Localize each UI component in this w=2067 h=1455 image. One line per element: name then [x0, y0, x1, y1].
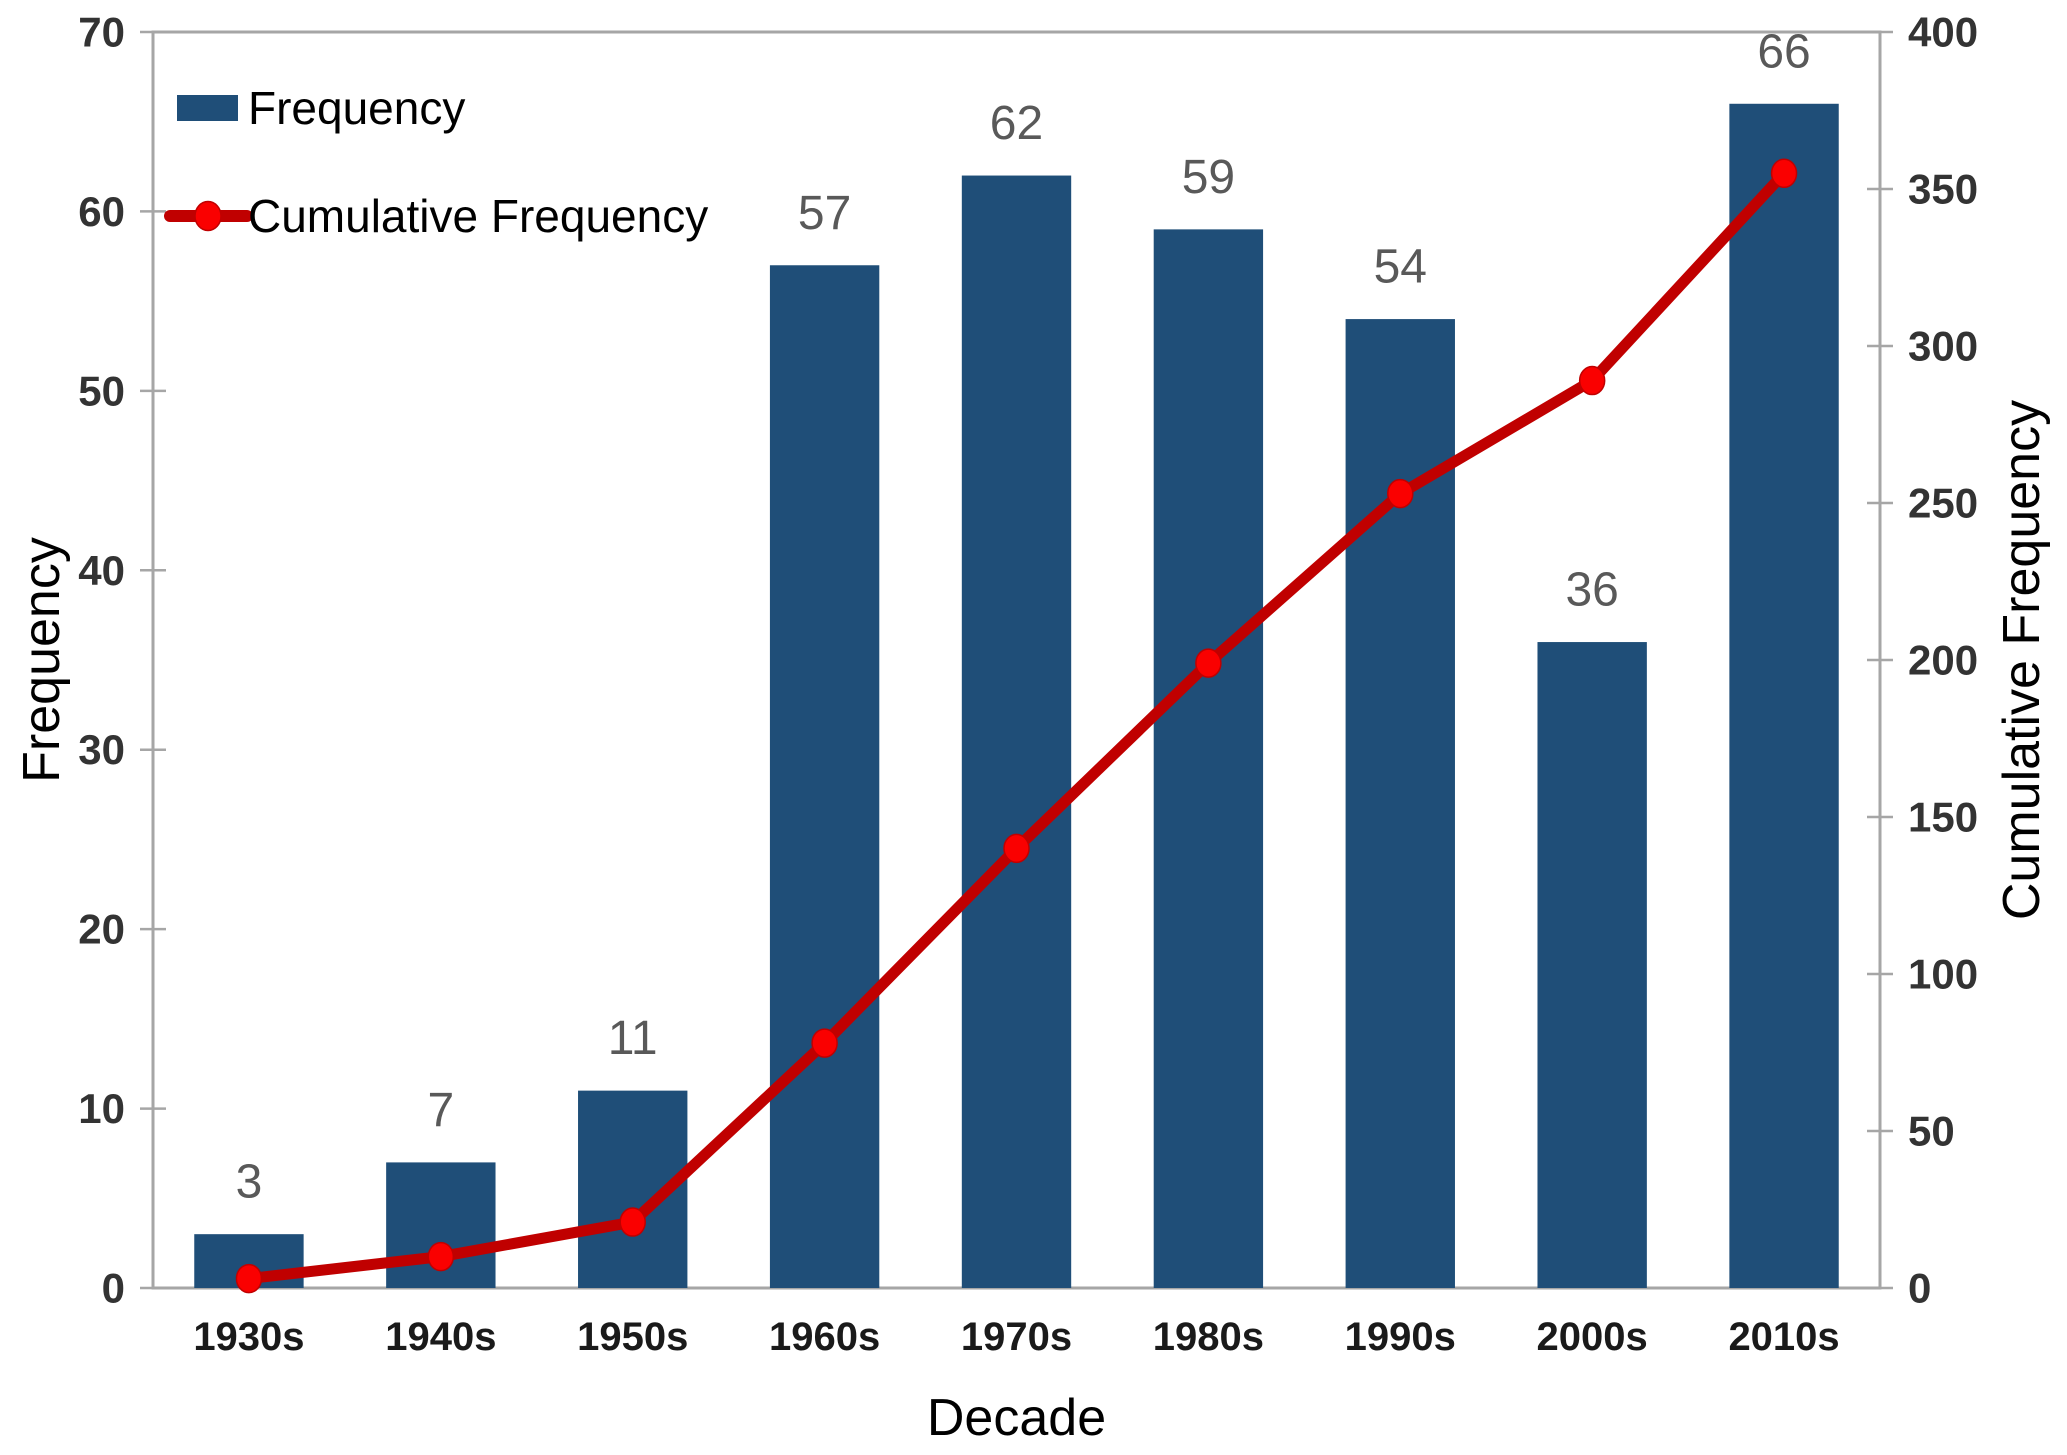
x-axis-tick-label: 1960s [769, 1315, 880, 1359]
y-axis-right-tick-label: 100 [1908, 951, 1978, 998]
cumulative-marker [1387, 478, 1414, 509]
x-axis-tick-label: 2010s [1728, 1315, 1839, 1359]
y-axis-right-tick-label: 400 [1908, 9, 1978, 56]
y-axis-right-tick-label: 300 [1908, 323, 1978, 370]
cumulative-marker [1003, 833, 1030, 864]
cumulative-marker [1578, 365, 1606, 396]
y-axis-left-tick-label: 40 [78, 547, 125, 594]
y-axis-right-title: Cumulative Frequency [1993, 400, 2051, 920]
x-axis-tick-label: 2000s [1537, 1315, 1648, 1359]
frequency-bar [1153, 229, 1264, 1288]
frequency-bar [961, 175, 1072, 1289]
bar-value-label: 66 [1757, 25, 1810, 78]
frequency-bar [1537, 642, 1647, 1288]
cumulative-marker [427, 1241, 455, 1272]
y-axis-left-tick-label: 20 [78, 906, 125, 953]
y-axis-left-tick-label: 0 [102, 1265, 125, 1312]
frequency-bar [769, 265, 880, 1288]
y-axis-left-tick-label: 60 [78, 188, 125, 235]
legend-label-frequency: Frequency [248, 82, 465, 134]
legend-bar-swatch [177, 95, 238, 121]
cumulative-marker [235, 1263, 263, 1294]
x-axis-tick-label: 1950s [577, 1315, 688, 1359]
y-axis-right-tick-label: 200 [1908, 637, 1978, 684]
y-axis-left-tick-label: 50 [78, 367, 125, 414]
cumulative-marker [1770, 158, 1798, 189]
x-axis-tick-label: 1980s [1153, 1315, 1264, 1359]
y-axis-right-tick-label: 250 [1908, 480, 1978, 527]
bar-value-label: 54 [1374, 241, 1427, 294]
bar-value-label: 3 [236, 1156, 263, 1209]
y-axis-left-title: Frequency [13, 537, 71, 783]
y-axis-right-tick-label: 0 [1908, 1265, 1931, 1312]
bar-value-label: 36 [1565, 564, 1618, 617]
bar-value-label: 57 [798, 187, 851, 240]
y-axis-right-tick-label: 50 [1908, 1108, 1955, 1155]
frequency-bar [1345, 319, 1455, 1289]
legend-marker-swatch [194, 200, 222, 232]
y-axis-right-tick-label: 150 [1908, 794, 1978, 841]
legend-label-cumulative-frequency: Cumulative Frequency [248, 190, 708, 242]
x-axis-tick-label: 1930s [193, 1315, 304, 1359]
x-axis-tick-label: 1970s [961, 1315, 1072, 1359]
cumulative-marker [619, 1207, 646, 1237]
x-axis-tick-label: 1940s [385, 1315, 496, 1359]
y-axis-left-tick-label: 70 [78, 9, 125, 56]
x-axis-title: Decade [927, 1389, 1106, 1447]
bar-value-label: 62 [990, 97, 1043, 150]
bar-value-label: 7 [427, 1084, 454, 1137]
cumulative-marker [811, 1028, 838, 1058]
bar-value-label: 11 [608, 1012, 658, 1065]
x-axis-tick-label: 1990s [1345, 1315, 1456, 1359]
y-axis-left-tick-label: 30 [78, 726, 125, 773]
frequency-bar [1729, 103, 1839, 1288]
y-axis-left-tick-label: 10 [78, 1085, 125, 1132]
bar-value-label: 59 [1182, 151, 1235, 204]
cumulative-marker [1195, 648, 1222, 678]
y-axis-right-tick-label: 350 [1908, 166, 1978, 213]
